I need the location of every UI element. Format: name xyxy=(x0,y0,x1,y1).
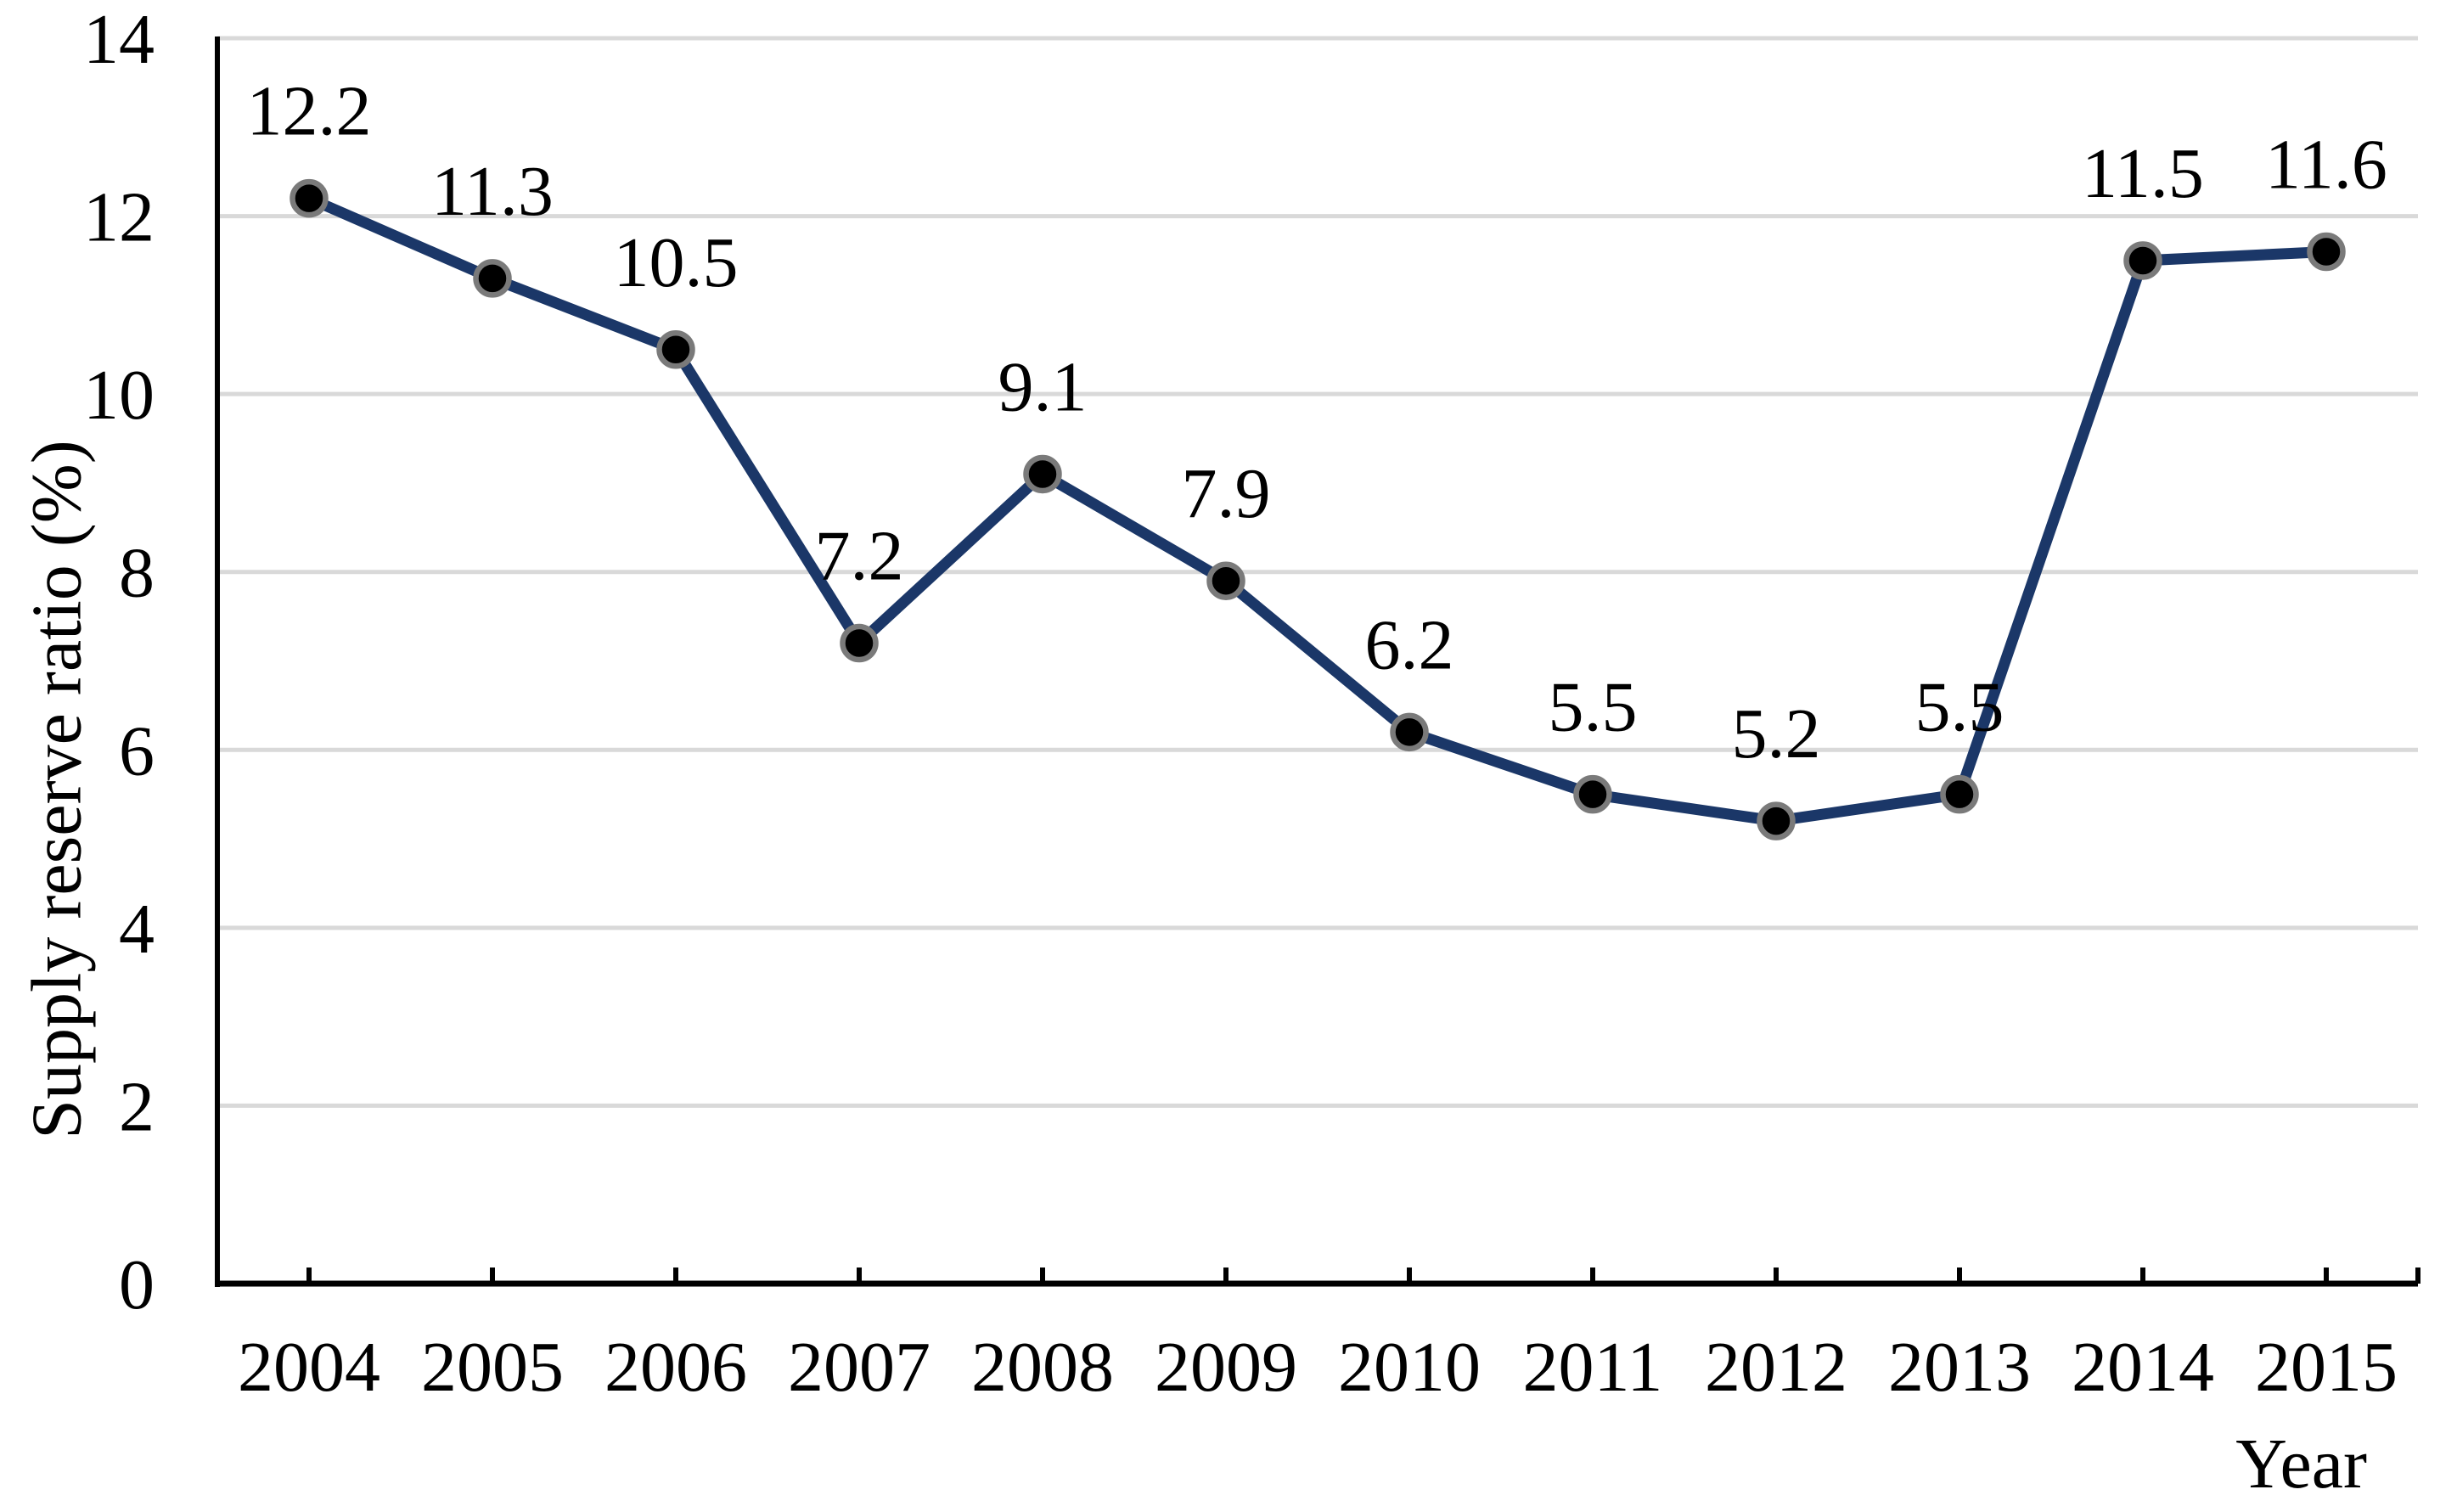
x-axis-tick-label-2007: 2007 xyxy=(788,1328,931,1407)
y-axis-tick-label-14: 14 xyxy=(83,0,155,79)
data-label-2004: 12.2 xyxy=(247,72,372,151)
data-label-2011: 5.5 xyxy=(1549,668,1638,747)
data-label-2010: 6.2 xyxy=(1365,605,1454,684)
x-axis-tick-label-2010: 2010 xyxy=(1338,1328,1481,1407)
x-axis-tick-label-2008: 2008 xyxy=(971,1328,1114,1407)
data-point-2012 xyxy=(1757,801,1796,840)
y-axis-tick-label-12: 12 xyxy=(83,178,155,257)
data-point-2015 xyxy=(2307,232,2346,272)
x-axis-tick-label-2012: 2012 xyxy=(1705,1328,1847,1407)
y-axis-tick-labels: 0 2 4 6 8 10 12 14 xyxy=(83,0,155,1324)
data-label-2009: 7.9 xyxy=(1182,454,1271,533)
data-label-2006: 10.5 xyxy=(614,223,739,302)
data-point-2005 xyxy=(473,259,512,298)
data-label-2005: 11.3 xyxy=(431,152,554,231)
y-axis-tick-label-0: 0 xyxy=(119,1245,155,1324)
data-point-2010 xyxy=(1390,712,1429,752)
data-label-2014: 11.5 xyxy=(2082,134,2204,213)
x-axis-tick-label-2006: 2006 xyxy=(604,1328,747,1407)
y-axis-tick-label-6: 6 xyxy=(119,711,155,790)
series-line xyxy=(303,193,2332,827)
x-axis-tick-label-2014: 2014 xyxy=(2072,1328,2214,1407)
y-axis-tick-label-10: 10 xyxy=(83,356,155,435)
data-label-2008: 9.1 xyxy=(998,347,1088,426)
x-axis-tick-label-2005: 2005 xyxy=(421,1328,564,1407)
data-labels: 12.2 11.3 10.5 7.2 9.1 7.9 6.2 5.5 5.2 5.5 11.5 11.… xyxy=(247,72,2387,773)
y-axis-title: Supply reserve ratio (%) xyxy=(17,440,96,1138)
x-axis-tick-label-2015: 2015 xyxy=(2255,1328,2398,1407)
data-point-2011 xyxy=(1573,774,1612,814)
x-axis-tick-label-2009: 2009 xyxy=(1155,1328,1297,1407)
gridlines xyxy=(217,36,2418,1108)
x-axis-tick-label-2011: 2011 xyxy=(1523,1328,1663,1407)
data-point-2014 xyxy=(2123,241,2162,280)
y-axis-tick-label-8: 8 xyxy=(119,534,155,613)
x-axis-tick-labels: 2004 2005 2006 2007 2008 2009 2010 2011 2012 2013… xyxy=(238,1328,2398,1407)
data-label-2013: 5.5 xyxy=(1915,668,2004,747)
data-point-2007 xyxy=(840,623,879,663)
x-axis-tick-label-2013: 2013 xyxy=(1888,1328,2031,1407)
data-point-2004 xyxy=(290,178,329,218)
x-axis-ticks xyxy=(215,1267,2420,1284)
data-label-2007: 7.2 xyxy=(815,517,904,596)
data-point-2013 xyxy=(1940,774,1979,814)
x-axis-title: Year xyxy=(2235,1425,2367,1504)
data-label-2015: 11.6 xyxy=(2265,125,2387,204)
series-markers xyxy=(290,178,2346,840)
y-axis-tick-label-4: 4 xyxy=(119,890,155,969)
x-axis-tick-label-2004: 2004 xyxy=(238,1328,380,1407)
y-axis-tick-label-2: 2 xyxy=(119,1067,155,1146)
data-point-2009 xyxy=(1206,561,1245,600)
data-label-2012: 5.2 xyxy=(1732,694,1821,773)
data-point-2006 xyxy=(656,330,695,369)
data-point-2008 xyxy=(1023,454,1062,494)
